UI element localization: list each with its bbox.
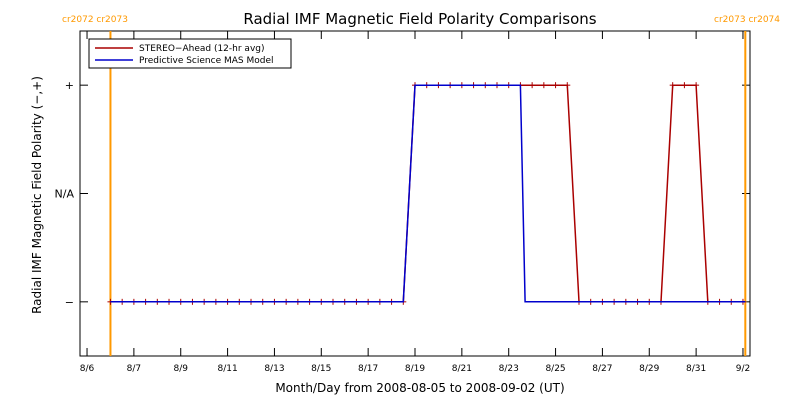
x-tick-label-0: 8/6 — [80, 364, 95, 374]
legend-label-mas-model: Predictive Science MAS Model — [139, 56, 274, 66]
x-tick-label-2: 8/9 — [173, 364, 188, 374]
x-tick-label-9: 8/23 — [499, 364, 519, 374]
x-axis-label: Month/Day from 2008-08-05 to 2008-09-02 … — [275, 381, 564, 395]
x-tick-label-14: 9/2 — [736, 364, 750, 374]
x-tick-label-11: 8/27 — [592, 364, 612, 374]
carrington-label-1: cr2073 cr2074 — [714, 15, 780, 25]
chart-title: Radial IMF Magnetic Field Polarity Compa… — [243, 10, 596, 28]
x-tick-label-1: 8/7 — [127, 364, 141, 374]
legend-label-stereo: STEREO−Ahead (12-hr avg) — [139, 44, 265, 54]
series-line-1 — [110, 84, 746, 303]
y-tick-label-1: N/A — [55, 188, 75, 201]
y-axis-label: Radial IMF Magnetic Field Polarity (−,+) — [30, 76, 44, 314]
x-tick-label-13: 8/31 — [686, 364, 706, 374]
x-tick-label-12: 8/29 — [639, 364, 659, 374]
y-tick-label-2: − — [65, 296, 74, 309]
x-axis-ticks: 8/6 8/7 8/9 8/11 8/13 8/15 8/17 8/19 8/21 8/23 8/2… — [80, 31, 750, 374]
legend: STEREO−Ahead (12-hr avg) Predictive Scie… — [88, 38, 292, 69]
x-tick-label-8: 8/21 — [452, 364, 472, 374]
x-tick-label-4: 8/13 — [264, 364, 284, 374]
legend-box — [88, 38, 292, 69]
y-axis-ticks: + N/A − — [55, 79, 750, 309]
x-tick-label-10: 8/25 — [545, 364, 565, 374]
x-tick-label-6: 8/17 — [358, 364, 378, 374]
carrington-label-0: cr2072 cr2073 — [62, 15, 128, 25]
y-tick-label-0: + — [65, 79, 74, 92]
series-layer — [107, 82, 746, 305]
x-tick-label-7: 8/19 — [405, 364, 425, 374]
x-tick-label-3: 8/11 — [217, 364, 237, 374]
x-tick-label-5: 8/15 — [311, 364, 331, 374]
